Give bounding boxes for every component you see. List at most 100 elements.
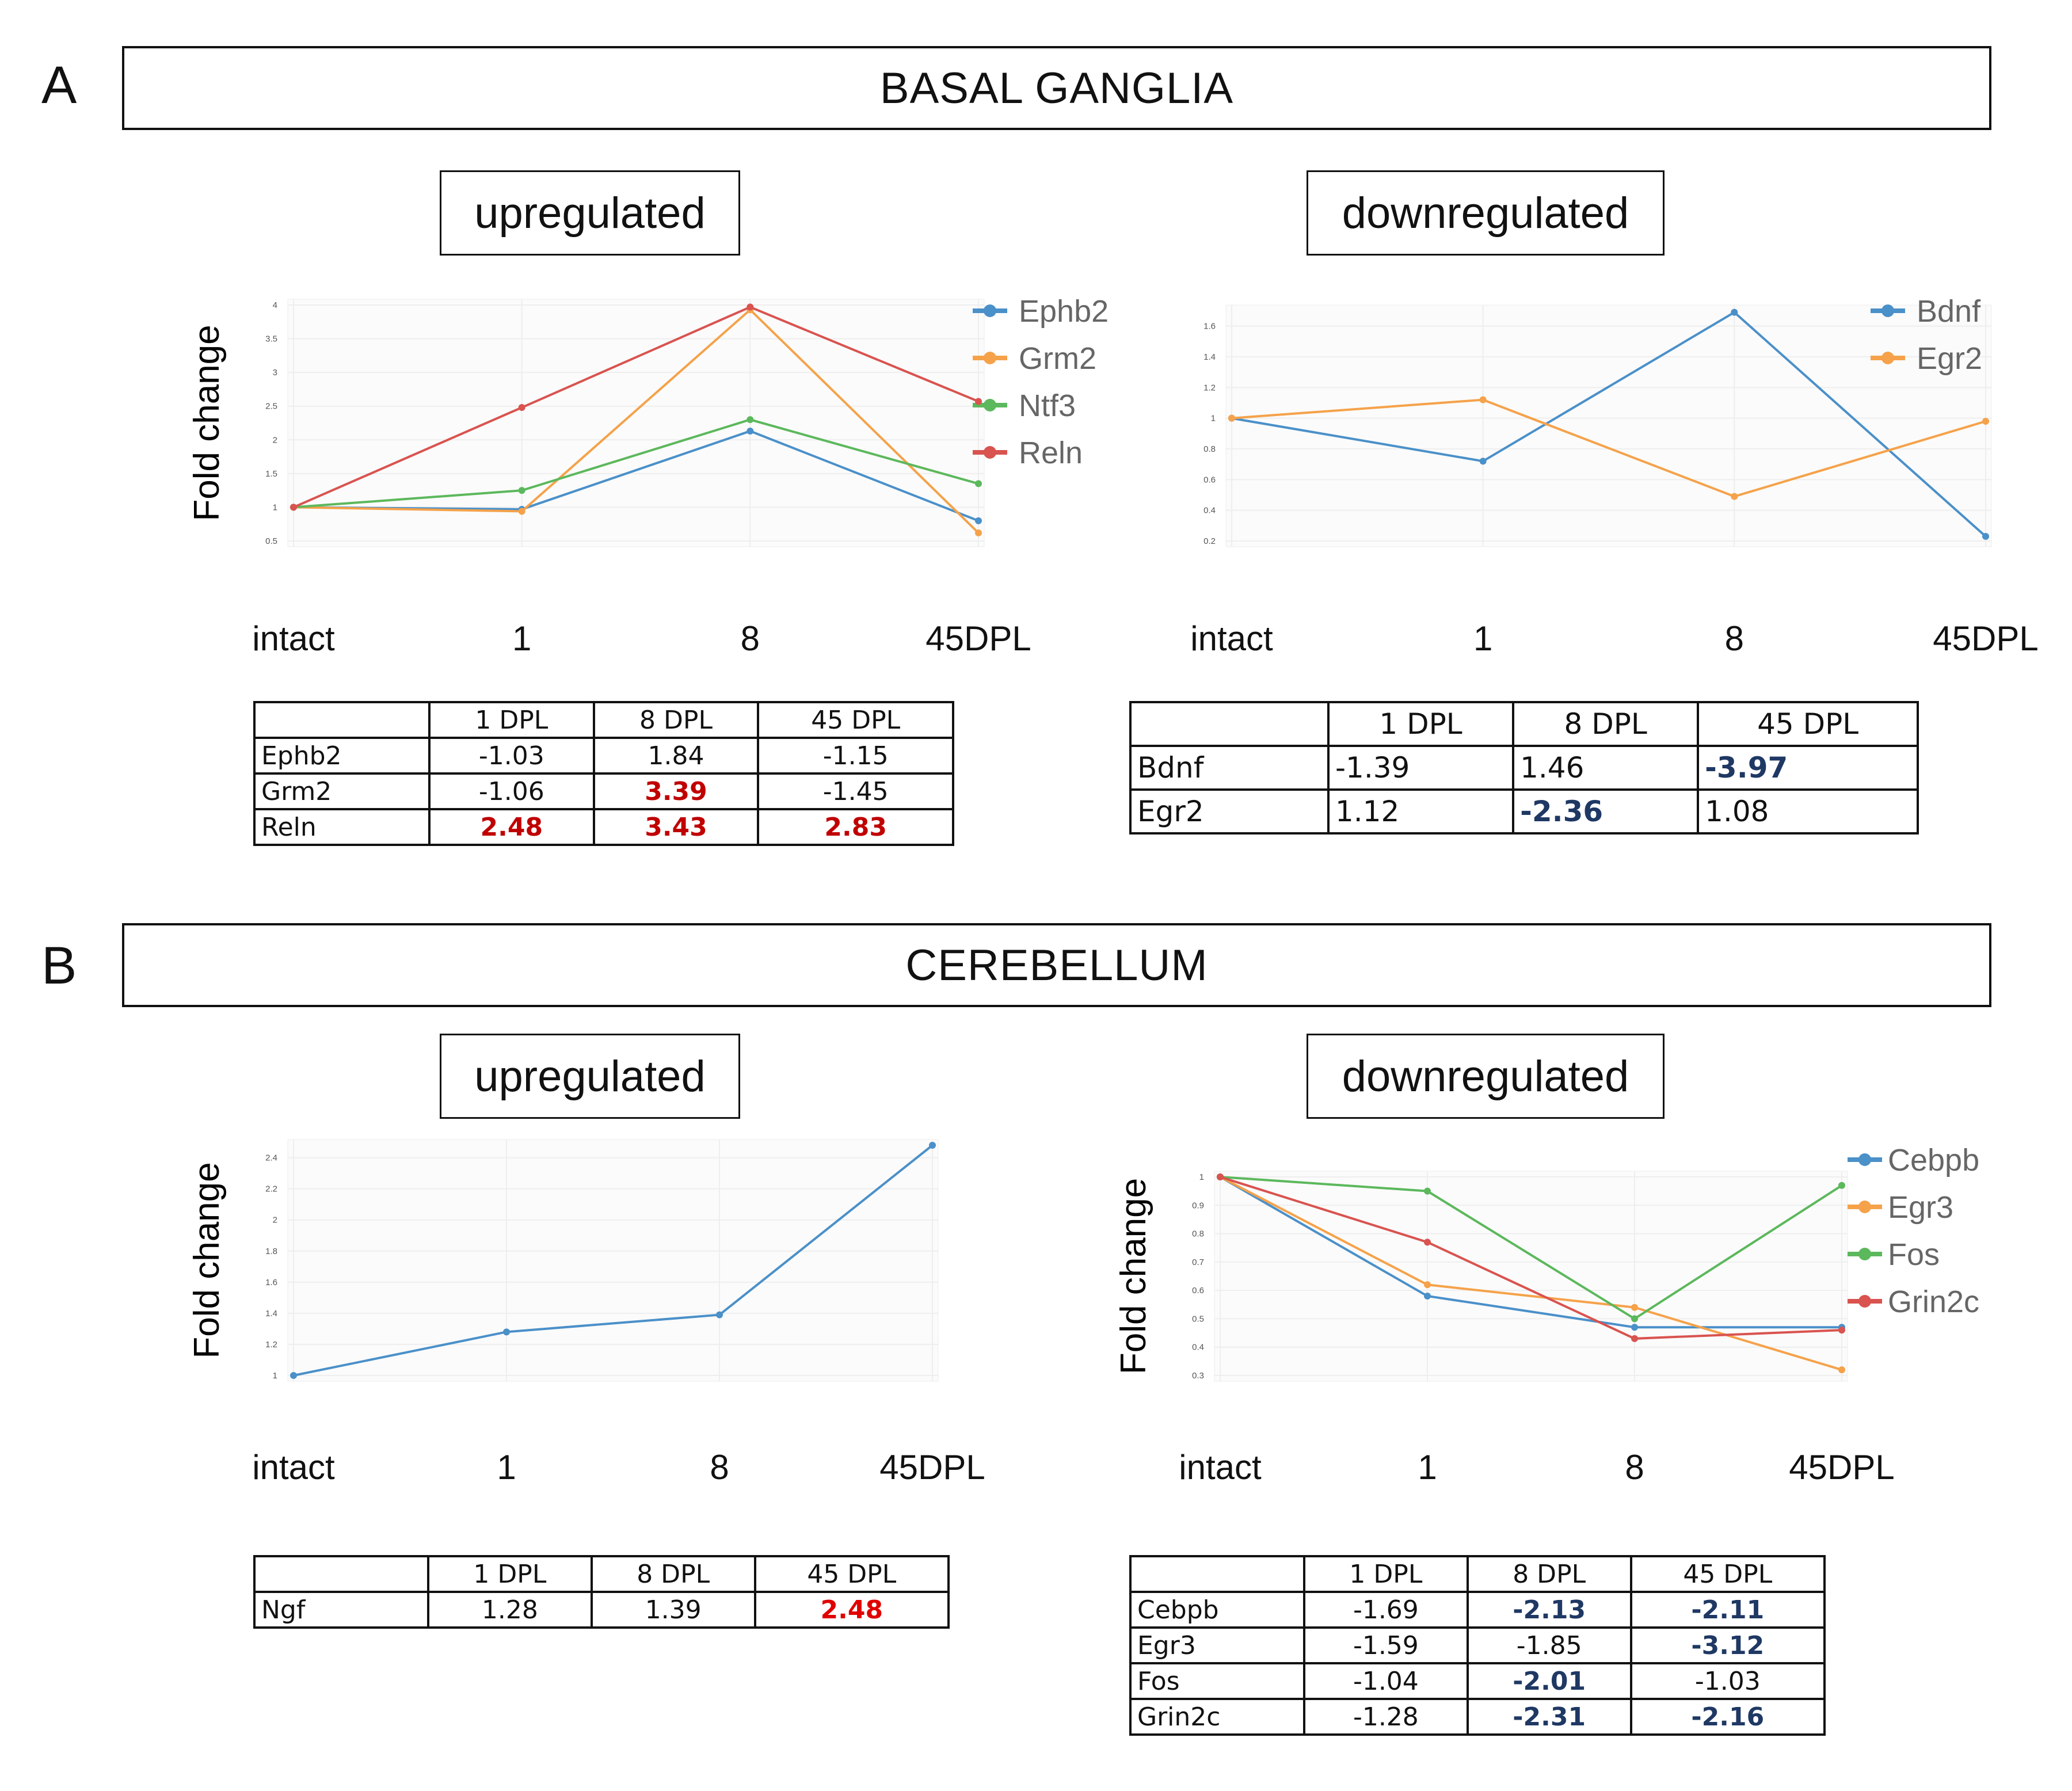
x-tick-label: intact: [1190, 619, 1273, 658]
table-header-row: 1 DPL 8 DPL 45 DPL: [253, 701, 954, 739]
cell-8dpl-significant: -2.13: [1466, 1591, 1632, 1629]
data-point-reln: [290, 504, 297, 511]
gene-name: Bdnf: [1129, 745, 1330, 791]
legend-marker-ephb2: [984, 304, 996, 317]
x-tick-label: 45DPL: [1789, 1448, 1894, 1487]
series-line-egr3: [1220, 1176, 1842, 1371]
cell-1dpl: -1.69: [1303, 1591, 1469, 1629]
gene-name: Grin2c: [1129, 1698, 1305, 1736]
cell-8dpl: -1.85: [1466, 1626, 1632, 1664]
y-tick-label: 1: [1211, 414, 1216, 424]
data-point-egr2: [1982, 418, 1989, 425]
y-axis-label: Fold change: [1114, 1178, 1153, 1374]
y-tick-label: 0.6: [1203, 475, 1216, 485]
table-corner: [1129, 1555, 1305, 1593]
cell-45dpl: 1.08: [1697, 788, 1919, 834]
legend-marker-reln: [984, 446, 996, 459]
y-tick-label: 1.8: [265, 1247, 277, 1256]
table-row: Egr2 1.12 -2.36 1.08: [1129, 788, 1919, 834]
y-tick-label: 1.4: [265, 1309, 277, 1319]
y-tick-label: 1.5: [265, 469, 277, 479]
gene-name: Fos: [1129, 1662, 1305, 1700]
bg-up-table: 1 DPL 8 DPL 45 DPL Ephb2 -1.03 1.84 -1.1…: [253, 701, 954, 846]
data-point-bdnf: [1731, 308, 1738, 316]
header-1dpl: 1 DPL: [427, 1555, 593, 1593]
data-point-ntf3: [746, 416, 754, 424]
header-45dpl: 45 DPL: [753, 1555, 950, 1593]
cb-down-chart: 0.3 0.4 0.5 0.6 0.7 0.8 0.9 1 intact 1 8 45DPL Fold …: [1114, 1122, 2026, 1502]
cb-up-table: 1 DPL 8 DPL 45 DPL Ngf 1.28 1.39 2.48: [253, 1555, 950, 1629]
header-1dpl: 1 DPL: [428, 701, 595, 739]
y-tick-label: 0.2: [1203, 536, 1216, 546]
gene-name: Cebpb: [1129, 1591, 1305, 1629]
gene-name: Egr3: [1129, 1626, 1305, 1664]
legend-label-grm2: Grm2: [1019, 341, 1096, 376]
data-point-grin2c: [1217, 1173, 1224, 1180]
legend-label-fos: Fos: [1888, 1237, 1940, 1272]
data-point-bdnf: [1479, 458, 1487, 465]
panel-letter-a: A: [41, 56, 77, 115]
x-tick-label: intact: [252, 1448, 335, 1487]
table-corner: [1129, 701, 1330, 747]
data-point-grm2: [975, 529, 982, 536]
cell-8dpl: 1.46: [1512, 745, 1700, 791]
cell-8dpl-significant: 3.39: [592, 772, 760, 810]
cell-45dpl: -1.03: [1629, 1662, 1826, 1700]
cb-down-table: 1 DPL 8 DPL 45 DPL Cebpb -1.69 -2.13 -2.…: [1129, 1555, 1826, 1736]
cell-8dpl-significant: -2.36: [1512, 788, 1700, 834]
header-45dpl: 45 DPL: [1629, 1555, 1826, 1593]
data-point-egr3: [1631, 1304, 1638, 1311]
cell-1dpl-significant: 2.48: [428, 808, 595, 846]
series-line-bdnf: [1231, 311, 1987, 538]
legend-marker-ntf3: [984, 399, 996, 411]
cell-45dpl: -1.45: [757, 772, 954, 810]
region-title-cerebellum: CEREBELLUM: [122, 923, 1991, 1007]
y-tick-label: 0.7: [1192, 1257, 1204, 1267]
data-point-reln: [746, 303, 754, 311]
cell-45dpl-significant: -3.97: [1697, 745, 1919, 791]
cell-8dpl-significant: 3.43: [592, 808, 760, 846]
y-tick-label: 4: [273, 300, 277, 310]
x-tick-label: 1: [1418, 1448, 1437, 1487]
table-header-row: 1 DPL 8 DPL 45 DPL: [1129, 701, 1919, 747]
y-tick-label: 0.4: [1192, 1343, 1204, 1352]
legend-marker-egr3: [1858, 1201, 1871, 1213]
cell-1dpl: -1.28: [1303, 1698, 1469, 1736]
y-axis-label: Fold change: [187, 325, 227, 521]
table-row: Fos -1.04 -2.01 -1.03: [1129, 1662, 1826, 1700]
table-corner: [253, 1555, 429, 1593]
data-point-ntf3: [975, 480, 982, 487]
y-tick-label: 1.2: [265, 1340, 277, 1350]
y-tick-label: 1: [1199, 1172, 1204, 1182]
gene-name: Egr2: [1129, 788, 1330, 834]
x-tick-label: 1: [497, 1448, 516, 1487]
data-point-fos: [1631, 1315, 1638, 1323]
x-tick-label: intact: [252, 619, 335, 658]
y-tick-label: 0.3: [1192, 1371, 1204, 1381]
gene-name: Reln: [253, 808, 431, 846]
y-tick-label: 0.8: [1192, 1229, 1204, 1239]
data-point-bdnf: [1982, 533, 1989, 540]
y-tick-label: 1.6: [265, 1278, 277, 1287]
legend-marker-fos: [1858, 1248, 1871, 1260]
header-45dpl: 45 DPL: [1697, 701, 1919, 747]
x-tick-label: intact: [1179, 1448, 1262, 1487]
region-title-basal-ganglia: BASAL GANGLIA: [122, 46, 1991, 130]
data-point-egr3: [1424, 1281, 1431, 1289]
data-point-grin2c: [1838, 1327, 1845, 1334]
cell-45dpl-significant: -2.16: [1629, 1698, 1826, 1736]
series-line-grm2: [293, 308, 980, 534]
legend-label-ephb2: Ephb2: [1019, 294, 1109, 329]
table-row: Reln 2.48 3.43 2.83: [253, 808, 954, 846]
x-tick-label: 8: [1725, 619, 1744, 658]
cell-8dpl: 1.39: [590, 1591, 756, 1629]
cell-1dpl: -1.03: [428, 737, 595, 775]
plot-area: [1214, 1171, 1848, 1382]
data-point-fos: [1424, 1187, 1431, 1195]
data-point-ngf: [290, 1372, 297, 1379]
series-line-egr2: [1231, 398, 1986, 498]
y-tick-label: 0.5: [1192, 1314, 1204, 1324]
series-line-ngf: [293, 1144, 934, 1377]
y-tick-label: 2.5: [265, 402, 277, 411]
y-tick-label: 2.4: [265, 1153, 277, 1163]
